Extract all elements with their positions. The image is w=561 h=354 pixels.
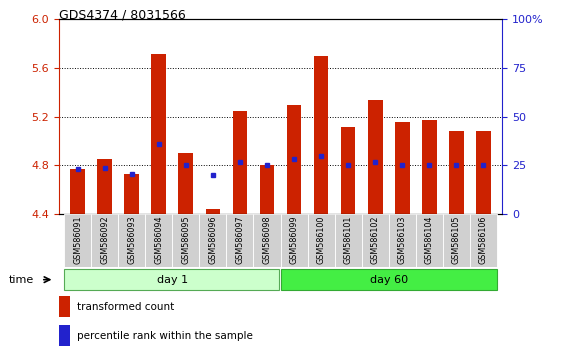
Text: day 1: day 1: [157, 275, 188, 285]
Bar: [59, 296, 70, 316]
Bar: [118, 214, 145, 267]
Bar: [260, 166, 274, 214]
Bar: [341, 127, 356, 214]
Text: GSM586095: GSM586095: [181, 215, 190, 264]
Bar: [416, 214, 443, 267]
Bar: [91, 214, 118, 267]
Text: GSM586099: GSM586099: [289, 215, 298, 264]
Bar: [470, 214, 496, 267]
Text: GSM586104: GSM586104: [425, 216, 434, 264]
Bar: [443, 214, 470, 267]
Bar: [65, 214, 91, 267]
Bar: [314, 56, 329, 214]
Bar: [59, 325, 70, 346]
Text: GSM586098: GSM586098: [263, 215, 272, 264]
Bar: [65, 269, 279, 290]
Text: GSM586103: GSM586103: [398, 216, 407, 264]
Bar: [205, 209, 220, 214]
Text: GSM586102: GSM586102: [371, 215, 380, 264]
Bar: [362, 214, 389, 267]
Text: time: time: [8, 275, 34, 285]
Bar: [254, 214, 280, 267]
Text: GSM586091: GSM586091: [73, 215, 82, 264]
Bar: [227, 214, 254, 267]
Text: GSM586097: GSM586097: [236, 215, 245, 264]
Bar: [145, 214, 172, 267]
Text: GSM586101: GSM586101: [343, 216, 352, 264]
Bar: [422, 120, 436, 214]
Bar: [287, 105, 301, 214]
Text: GSM586093: GSM586093: [127, 215, 136, 264]
Bar: [367, 100, 383, 214]
Text: GSM586105: GSM586105: [452, 215, 461, 264]
Bar: [70, 169, 85, 214]
Bar: [389, 214, 416, 267]
Bar: [172, 214, 199, 267]
Bar: [280, 269, 496, 290]
Bar: [280, 214, 307, 267]
Bar: [178, 153, 194, 214]
Bar: [98, 159, 112, 214]
Text: percentile rank within the sample: percentile rank within the sample: [77, 331, 252, 341]
Bar: [151, 53, 166, 214]
Bar: [307, 214, 334, 267]
Text: GSM586094: GSM586094: [154, 215, 163, 264]
Text: GSM586092: GSM586092: [100, 215, 109, 264]
Bar: [199, 214, 227, 267]
Bar: [395, 122, 410, 214]
Bar: [476, 131, 491, 214]
Text: GSM586096: GSM586096: [209, 215, 218, 264]
Text: GSM586106: GSM586106: [479, 216, 488, 264]
Text: GSM586100: GSM586100: [316, 216, 325, 264]
Text: day 60: day 60: [370, 275, 408, 285]
Text: GDS4374 / 8031566: GDS4374 / 8031566: [59, 9, 186, 22]
Bar: [232, 111, 247, 214]
Text: transformed count: transformed count: [77, 302, 174, 312]
Bar: [125, 174, 139, 214]
Bar: [334, 214, 362, 267]
Bar: [449, 131, 463, 214]
